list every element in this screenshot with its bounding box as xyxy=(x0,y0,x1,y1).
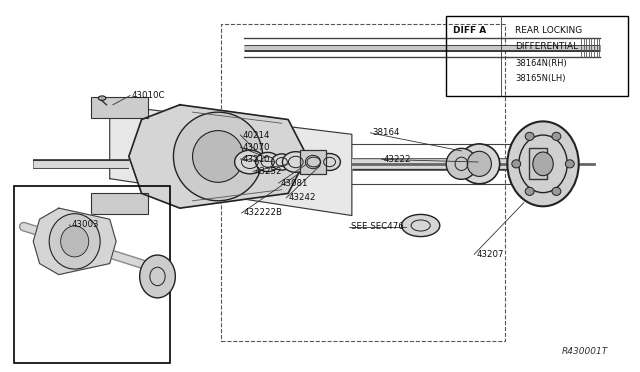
Text: REAR LOCKING: REAR LOCKING xyxy=(515,26,582,35)
Ellipse shape xyxy=(140,255,175,298)
Text: DIFF A: DIFF A xyxy=(453,26,486,35)
Text: 43222: 43222 xyxy=(384,155,412,164)
Bar xyxy=(529,148,547,179)
Ellipse shape xyxy=(61,226,89,257)
Polygon shape xyxy=(129,105,307,208)
Ellipse shape xyxy=(193,131,244,182)
Text: 43010C: 43010C xyxy=(132,91,166,100)
Bar xyxy=(221,23,505,341)
Ellipse shape xyxy=(446,148,477,179)
Bar xyxy=(300,150,326,174)
Ellipse shape xyxy=(282,152,309,172)
Ellipse shape xyxy=(235,150,265,174)
Text: 43207: 43207 xyxy=(476,250,504,259)
Text: 43252: 43252 xyxy=(255,167,282,176)
Ellipse shape xyxy=(99,96,106,100)
Text: 43081: 43081 xyxy=(280,179,308,187)
Ellipse shape xyxy=(467,151,492,176)
Ellipse shape xyxy=(173,112,262,201)
Ellipse shape xyxy=(565,160,574,168)
Ellipse shape xyxy=(525,187,534,195)
Ellipse shape xyxy=(508,121,579,206)
Ellipse shape xyxy=(319,154,340,170)
Text: SEE SEC476: SEE SEC476 xyxy=(351,222,403,231)
Text: 43070: 43070 xyxy=(243,143,269,152)
Text: 38164: 38164 xyxy=(372,128,400,137)
Ellipse shape xyxy=(525,132,534,140)
Text: R430001T: R430001T xyxy=(562,347,609,356)
Text: 38165N(LH): 38165N(LH) xyxy=(515,74,566,83)
Bar xyxy=(14,186,170,363)
Ellipse shape xyxy=(271,154,292,170)
Polygon shape xyxy=(109,105,352,215)
Bar xyxy=(91,193,148,214)
Text: 40214: 40214 xyxy=(243,131,269,140)
Polygon shape xyxy=(33,208,116,275)
Ellipse shape xyxy=(512,160,521,168)
Ellipse shape xyxy=(49,214,100,269)
Bar xyxy=(91,97,148,118)
Ellipse shape xyxy=(533,152,553,176)
Text: 43210: 43210 xyxy=(243,154,269,164)
Ellipse shape xyxy=(552,132,561,140)
Ellipse shape xyxy=(255,153,280,171)
Text: DIFFERENTIAL: DIFFERENTIAL xyxy=(515,42,579,51)
Text: 432222B: 432222B xyxy=(244,208,282,218)
Ellipse shape xyxy=(401,214,440,237)
Ellipse shape xyxy=(552,187,561,195)
Ellipse shape xyxy=(459,144,500,184)
Text: 43242: 43242 xyxy=(288,193,316,202)
Text: 38164N(RH): 38164N(RH) xyxy=(515,59,567,68)
Bar xyxy=(446,16,628,96)
Text: 43003: 43003 xyxy=(72,220,99,229)
Ellipse shape xyxy=(301,153,326,171)
